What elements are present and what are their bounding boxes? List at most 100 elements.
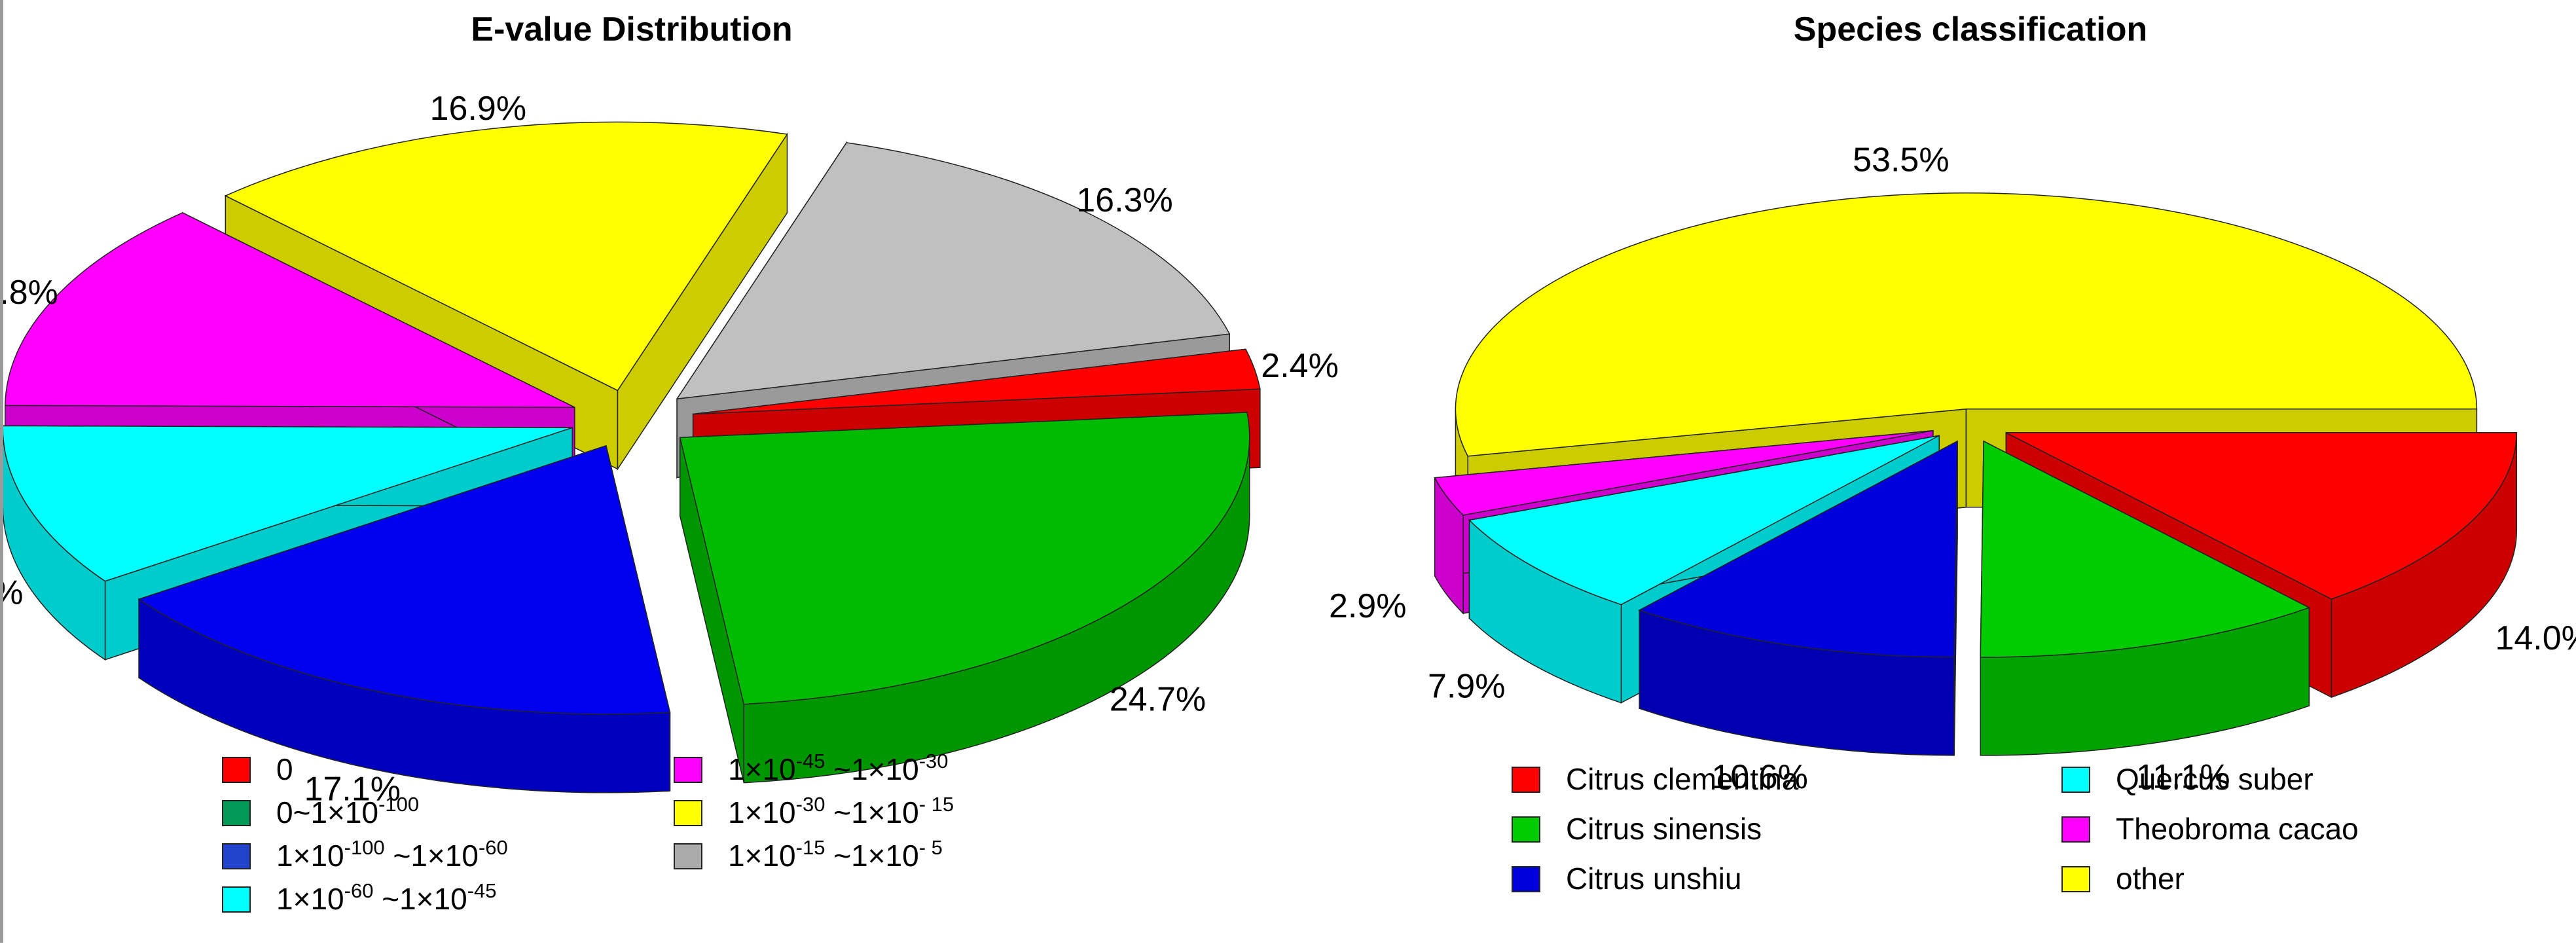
chart-1-slice-citrus-clementina-top [2005,432,2518,600]
legend-label: 0 [276,752,293,786]
legend-label-text: 0~1×10 [276,795,378,829]
legend-item: 1×10-100 ~1×10-60 [222,836,508,873]
chart-1-value-label: 11.1% [2136,757,2230,795]
legend-label-exponent: -15 [796,836,825,859]
chart-1-slice-citrus-unshiu-top [1638,440,1958,658]
legend-label: 1×10-15 ~1×10- 5 [728,836,943,873]
legend-label-text: ~1×10 [385,839,479,873]
legend-label: Citrus unshiu [1566,862,1741,896]
chart-0-slice-0-1-10 [679,412,1250,784]
legend-label-exponent: -60 [344,879,374,902]
chart-1-slice-citrus-unshiu [1638,440,1958,756]
chart-0-value-label: 16.9% [430,90,526,128]
chart-1-value-label: 14.0% [2495,619,2576,657]
chart-0-value-label: 9.8% [0,574,23,612]
chart-1-value-label: 2.9% [1329,587,1407,625]
legend-swatch [222,843,251,869]
chart-1-slice-other-top [1455,192,2478,457]
legend-item: Citrus unshiu [1512,862,1741,896]
legend-label-text: ~1×10 [825,839,918,873]
species-legend: Citrus clementina Citrus sinensis Citrus u… [1512,762,2359,896]
legend-label-exponent: -60 [479,836,508,859]
legend-label: 0~1×10-100 [276,793,419,829]
legend-item: Theobroma cacao [2061,812,2359,846]
chart-0-value-label: 12.8% [0,274,58,312]
legend-label: Theobroma cacao [2116,812,2359,846]
legend-label: 1×10-45 ~1×10-30 [728,750,949,786]
chart-0-slice-1-10-1-10-top [2,425,573,582]
chart-1-slice-citrus-sinensis-top [1980,440,2311,658]
legend-label-text: 1×10 [276,839,344,873]
legend-swatch [2061,816,2090,843]
legend-label-text: Citrus sinensis [1566,812,1762,846]
chart-0-value-label: 24.7% [1110,681,1206,719]
legend-item: Citrus clementina [1512,762,1799,796]
legend-label: other [2116,862,2185,896]
legend-item: 1×10-45 ~1×10-30 [674,750,949,786]
legend-label-exponent: -30 [796,793,825,816]
species-chart-title: Species classification [1794,10,2148,48]
legend-swatch [2061,866,2090,892]
legend-swatch [1512,767,1540,793]
legend-label-exponent: -100 [344,836,385,859]
legend-swatch [222,886,251,913]
legend-label-text: 1×10 [728,752,796,786]
legend-label-exponent: -100 [378,793,419,816]
legend-item: Quercus suber [2061,762,2313,796]
chart-1-slice-quercus-suber-top [1468,435,1940,606]
legend-label-text: 0 [276,752,293,786]
legend-label-exponent: - 5 [919,836,943,859]
chart-0-slice-0-top [693,348,1261,415]
legend-label-text: Quercus suber [2116,762,2313,796]
legend-item: 0~1×10-100 [222,793,419,829]
legend-item: 1×10-60 ~1×10-45 [222,879,497,916]
chart-0-slice-1-10-1-10-top [5,212,575,408]
legend-swatch [1512,866,1540,892]
legend-label-text: ~1×10 [825,795,918,829]
legend-swatch [674,843,702,869]
legend-label-exponent: - 15 [919,793,954,816]
legend-label-text: Citrus clementina [1566,762,1799,796]
legend-label-text: Citrus unshiu [1566,862,1741,896]
chart-1-slice-citrus-sinensis [1980,440,2311,756]
chart-0-slice-1-10-1-10-top [137,445,671,715]
legend-swatch [674,757,702,783]
legend-label: Citrus sinensis [1566,812,1762,846]
legend-label-text: ~1×10 [373,882,467,916]
evalue-pie: 2.4% 24.7% 17.1% 9.8% 12.8% 16.9% 16.3% [0,90,1339,809]
legend-swatch [2061,767,2090,793]
chart-0-slice-1-10-1-10-top [676,142,1231,400]
legend-label-exponent: -30 [919,750,949,773]
legend-label-text: ~1×10 [825,752,918,786]
chart-0-slice-0-1-10-top [679,412,1250,705]
legend-swatch [1512,816,1540,843]
legend-item: Citrus sinensis [1512,812,1762,846]
legend-label: Quercus suber [2116,762,2313,796]
legend-label: Citrus clementina [1566,762,1799,796]
legend-label: 1×10-30 ~1×10- 15 [728,793,954,829]
legend-label-text: 1×10 [728,839,796,873]
legend-label-text: 1×10 [728,795,796,829]
legend-item: 1×10-30 ~1×10- 15 [674,793,954,829]
legend-swatch [674,800,702,826]
chart-0-value-label: 17.1% [304,771,401,809]
legend-label: 1×10-60 ~1×10-45 [276,879,497,916]
chart-0-value-label: 2.4% [1261,347,1339,385]
legend-label-exponent: -45 [467,879,497,902]
chart-0-slice-1-10-1-10-top [224,121,788,391]
legend-item: other [2061,862,2185,896]
chart-1-value-label: 10.6% [1711,758,1807,796]
legend-item: 0 [222,752,293,786]
legend-label: 1×10-100 ~1×10-60 [276,836,508,873]
chart-1-value-label: 53.5% [1853,141,1949,179]
chart-0-slice-1-10-1-10 [137,445,671,793]
legend-label-exponent: -45 [796,750,825,773]
legend-label-text: Theobroma cacao [2116,812,2359,846]
legend-item: 1×10-15 ~1×10- 5 [674,836,943,873]
legend-label-text: other [2116,862,2185,896]
chart-1-value-label: 7.9% [1428,668,1506,706]
chart-1-slice-theobroma-cacao-top [1434,430,1934,516]
